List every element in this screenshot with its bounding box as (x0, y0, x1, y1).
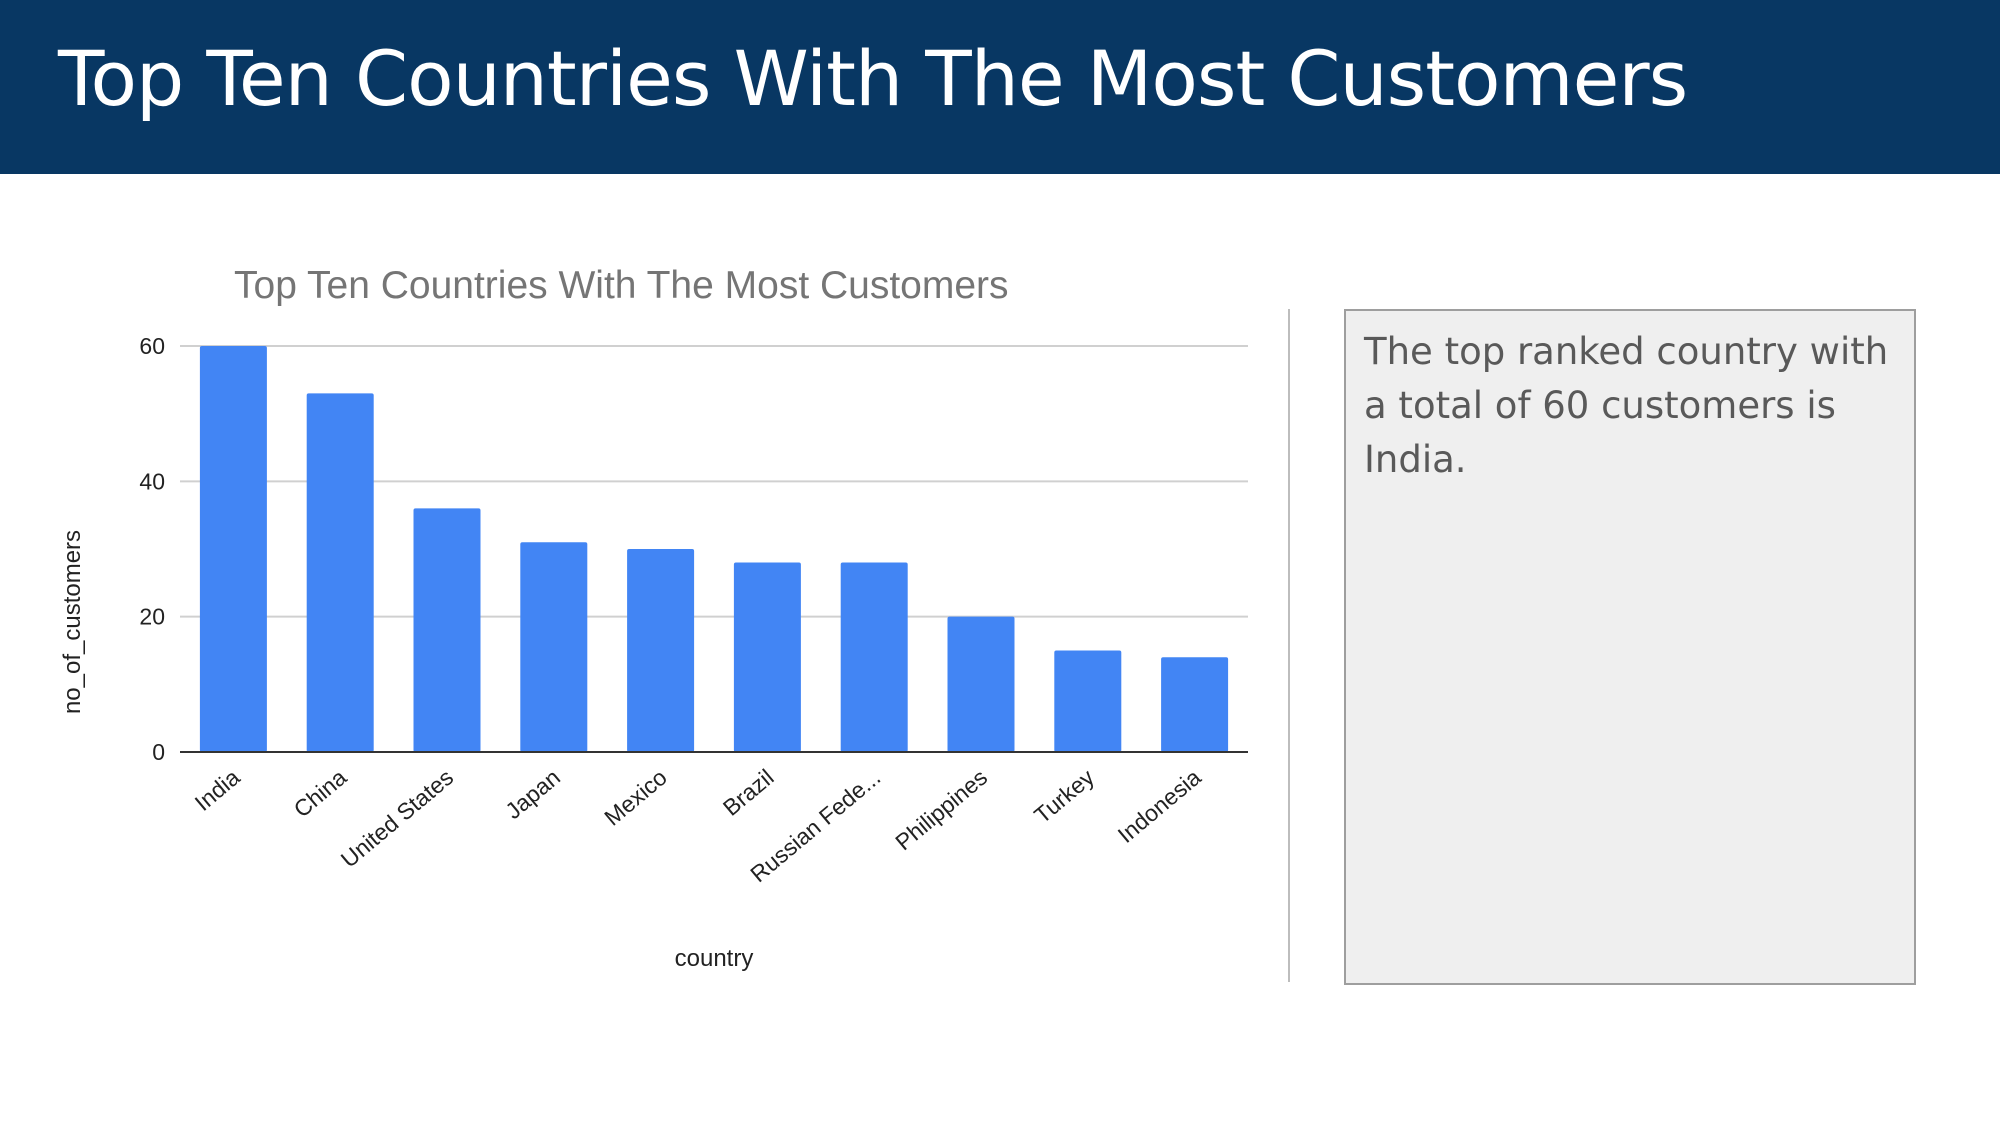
bar (306, 393, 374, 752)
x-tick-label: Turkey (1029, 764, 1099, 829)
x-tick-label: Mexico (599, 764, 672, 831)
x-tick-label: China (289, 764, 352, 823)
y-tick-label: 20 (139, 604, 165, 630)
x-tick-label: Brazil (718, 764, 779, 821)
x-tick-label: Japan (500, 764, 565, 824)
x-axis-label: country (675, 945, 754, 972)
insight-box: The top ranked country with a total of 6… (1344, 309, 1916, 985)
x-tick-label: Philippines (890, 764, 992, 855)
bar (1161, 657, 1229, 752)
chart-svg: Top Ten Countries With The Most Customer… (59, 264, 1248, 972)
bar (733, 562, 801, 752)
bar (413, 508, 481, 752)
y-tick-label: 60 (139, 333, 165, 359)
divider-line (1288, 309, 1290, 982)
insight-text: The top ranked country with a total of 6… (1364, 330, 1889, 481)
bar-chart: Top Ten Countries With The Most Customer… (59, 264, 1248, 972)
bar (1054, 650, 1122, 752)
bar (947, 616, 1015, 752)
bar (627, 549, 695, 752)
y-axis-label: no_of_customers (59, 530, 86, 714)
bar (199, 346, 267, 752)
bar (520, 542, 588, 752)
slide-header: Top Ten Countries With The Most Customer… (0, 0, 2000, 174)
bars (199, 346, 1229, 752)
x-tick-label: Indonesia (1113, 764, 1206, 848)
x-tick-label: India (190, 764, 245, 816)
x-tick-label: United States (336, 764, 458, 873)
y-tick-label: 40 (139, 468, 165, 494)
y-tick-label: 0 (152, 739, 165, 765)
slide-title: Top Ten Countries With The Most Customer… (58, 34, 1688, 123)
bar (840, 562, 908, 752)
chart-title: Top Ten Countries With The Most Customer… (234, 264, 1009, 307)
